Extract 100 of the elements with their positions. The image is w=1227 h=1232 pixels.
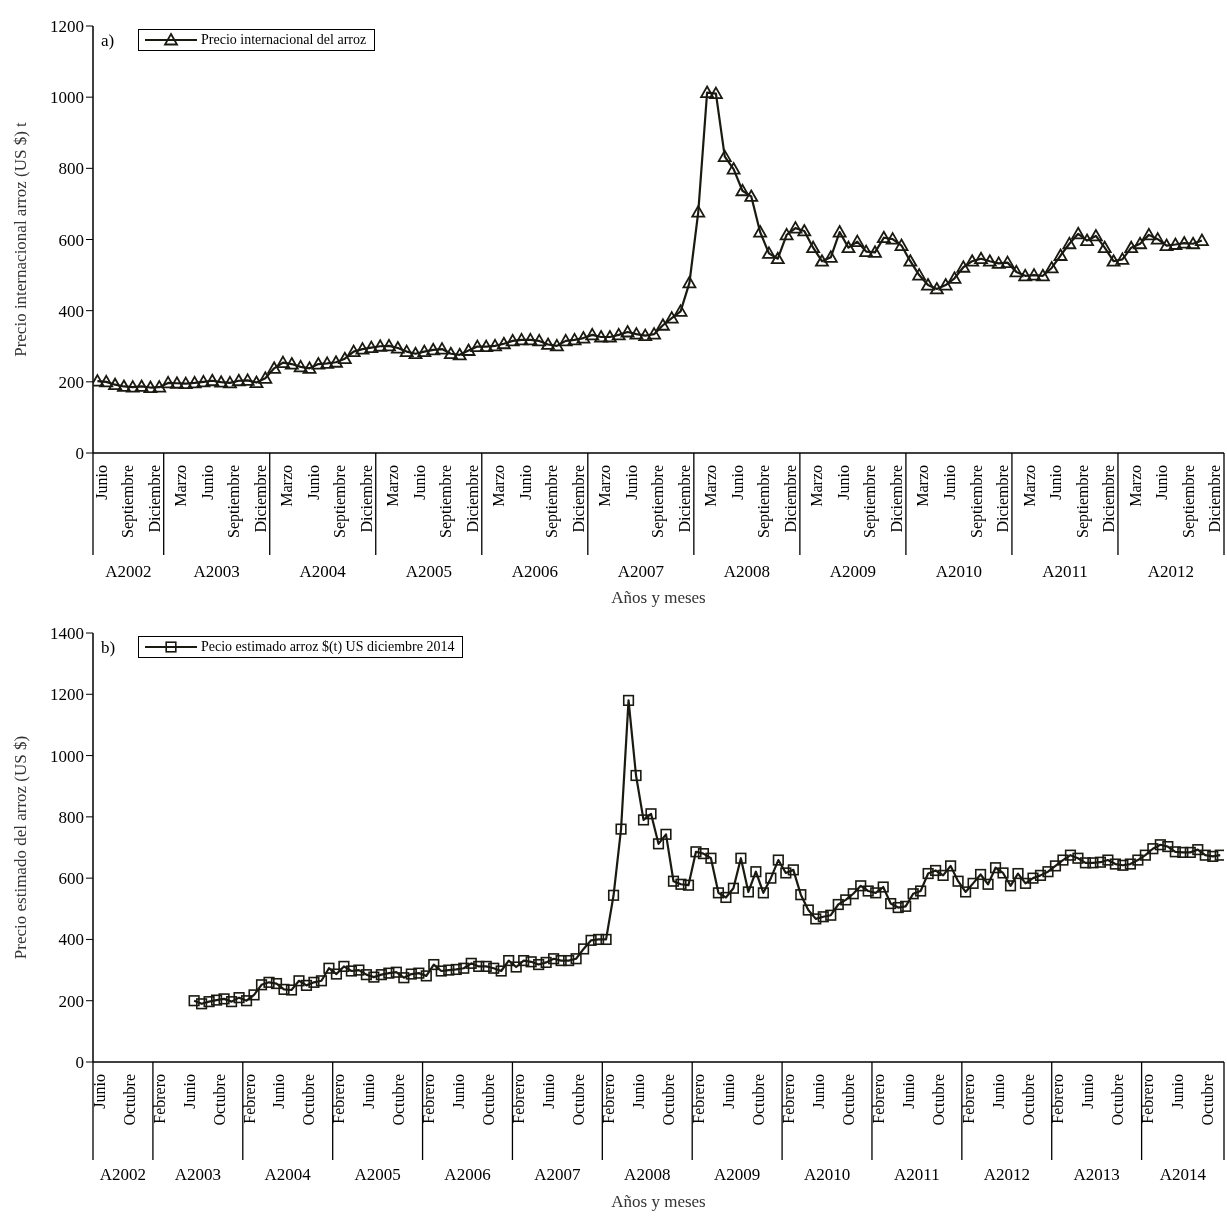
x-tick-label: Octubre bbox=[120, 1074, 138, 1126]
x-tick-label: Junio bbox=[1047, 465, 1065, 500]
text: A2010 bbox=[803, 1165, 851, 1184]
x-tick-label: Junio bbox=[728, 465, 746, 500]
x-tick-label: Junio bbox=[809, 1074, 827, 1109]
x-tick-label: Diciembre bbox=[251, 465, 269, 533]
y-tick-label: 200 bbox=[58, 372, 84, 392]
x-tick-label: Marzo bbox=[1020, 465, 1038, 507]
y-tick-label: 0 bbox=[75, 444, 84, 464]
x-tick-label: Marzo bbox=[384, 465, 402, 507]
x-tick-label: Junio bbox=[450, 1074, 468, 1109]
text: A2010 bbox=[935, 562, 983, 581]
text: A2003 bbox=[193, 562, 240, 581]
text: A2009 bbox=[714, 1165, 761, 1184]
legend-label: Precio internacional del arroz bbox=[201, 32, 367, 48]
text: A2006 bbox=[511, 562, 558, 581]
x-tick-label: Septiembre bbox=[225, 465, 244, 538]
y-tick-label: 400 bbox=[58, 301, 84, 321]
x-tick-label: Diciembre bbox=[675, 465, 693, 533]
x-tick-label: Junio bbox=[630, 1074, 648, 1109]
text: A2011 bbox=[1042, 562, 1088, 581]
x-tick-label: Marzo bbox=[1126, 465, 1144, 507]
x-tick-label: Febrero bbox=[1139, 1074, 1157, 1124]
x-tick-label: Octubre bbox=[480, 1074, 498, 1126]
legend-label: Pecio estimado arroz $(t) US diciembre 2014 bbox=[201, 639, 455, 655]
x-tick-label: Diciembre bbox=[145, 465, 163, 533]
x-tick-label: Marzo bbox=[596, 465, 614, 507]
x-tick-label: Octubre bbox=[1109, 1074, 1127, 1126]
text: A2012 bbox=[983, 1165, 1030, 1184]
text: A2007 bbox=[534, 1165, 582, 1184]
x-tick-label: Marzo bbox=[702, 465, 720, 507]
x-tick-label: Junio bbox=[410, 465, 428, 500]
y-axis-title: Precio internacional arroz (US $) t bbox=[11, 121, 30, 357]
x-tick-label: Junio bbox=[834, 465, 852, 500]
y-axis-title: Precio estimado del arroz (US $) bbox=[11, 735, 30, 960]
y-tick-label: 800 bbox=[58, 159, 84, 179]
x-tick-label: Junio bbox=[622, 465, 640, 500]
x-tick-label: Junio bbox=[516, 465, 534, 500]
text: A2005 bbox=[354, 1165, 401, 1184]
text: A2004 bbox=[299, 562, 347, 581]
x-tick-label: Junio bbox=[540, 1074, 558, 1109]
x-tick-label: Febrero bbox=[689, 1074, 707, 1124]
x-tick-label: Octubre bbox=[749, 1074, 767, 1126]
x-tick-label: Septiembre bbox=[331, 465, 350, 538]
x-tick-label: Marzo bbox=[808, 465, 826, 507]
text: A2012 bbox=[1147, 562, 1195, 581]
x-tick-label: Febrero bbox=[869, 1074, 887, 1124]
y-tick-label: 400 bbox=[58, 930, 84, 950]
text: A2011 bbox=[894, 1165, 940, 1184]
text: A2007 bbox=[617, 562, 665, 581]
y-tick-label: 600 bbox=[58, 230, 84, 250]
text: A2009 bbox=[829, 562, 877, 581]
x-axis-title: Años y meses bbox=[611, 588, 706, 607]
x-tick-label: Diciembre bbox=[1100, 465, 1118, 533]
x-tick-label: Octubre bbox=[1019, 1074, 1037, 1126]
x-tick-label: Octubre bbox=[570, 1074, 588, 1126]
x-tick-label: Febrero bbox=[600, 1074, 618, 1124]
x-tick-label: Octubre bbox=[210, 1074, 228, 1126]
x-tick-label: Junio bbox=[989, 1074, 1007, 1109]
y-tick-label: 600 bbox=[58, 869, 84, 889]
x-tick-label: Diciembre bbox=[994, 465, 1012, 533]
text: A2006 bbox=[444, 1165, 491, 1184]
text: A2005 bbox=[405, 562, 452, 581]
text: A2004 bbox=[264, 1165, 312, 1184]
x-tick-label: Septiembre bbox=[1179, 465, 1198, 538]
x-tick-label: Febrero bbox=[510, 1074, 528, 1124]
text: A2008 bbox=[723, 562, 770, 581]
x-tick-label: Junio bbox=[899, 1074, 917, 1109]
x-tick-label: Junio bbox=[92, 465, 110, 500]
x-tick-label: Junio bbox=[1169, 1074, 1187, 1109]
x-tick-label: Septiembre bbox=[861, 465, 880, 538]
x-tick-label: Octubre bbox=[390, 1074, 408, 1126]
x-tick-label: Febrero bbox=[240, 1074, 258, 1124]
x-tick-label: Marzo bbox=[172, 465, 190, 507]
x-tick-label: Febrero bbox=[330, 1074, 348, 1124]
text: A2008 bbox=[624, 1165, 671, 1184]
x-tick-label: Septiembre bbox=[437, 465, 456, 538]
x-tick-label: Junio bbox=[90, 1074, 108, 1109]
text: A2003 bbox=[174, 1165, 221, 1184]
text: A2013 bbox=[1073, 1165, 1120, 1184]
x-tick-label: Febrero bbox=[150, 1074, 168, 1124]
x-axis-title: Años y meses bbox=[611, 1192, 706, 1211]
x-tick-label: Septiembre bbox=[755, 465, 774, 538]
y-tick-label: 1200 bbox=[50, 17, 84, 37]
y-tick-label: 0 bbox=[75, 1053, 84, 1073]
x-tick-label: Octubre bbox=[839, 1074, 857, 1126]
x-tick-label: Octubre bbox=[300, 1074, 318, 1126]
x-tick-label: Febrero bbox=[1049, 1074, 1067, 1124]
x-tick-label: Febrero bbox=[779, 1074, 797, 1124]
y-tick-label: 1400 bbox=[50, 624, 84, 644]
y-tick-label: 1000 bbox=[50, 746, 84, 766]
text: A2002 bbox=[99, 1165, 147, 1184]
x-tick-label: Junio bbox=[1079, 1074, 1097, 1109]
x-tick-label: Marzo bbox=[490, 465, 508, 507]
x-tick-label: Diciembre bbox=[357, 465, 375, 533]
x-tick-label: Junio bbox=[270, 1074, 288, 1109]
x-tick-label: Marzo bbox=[278, 465, 296, 507]
x-tick-label: Septiembre bbox=[1073, 465, 1092, 538]
x-tick-label: Septiembre bbox=[967, 465, 986, 538]
annotation: a) bbox=[101, 31, 115, 50]
